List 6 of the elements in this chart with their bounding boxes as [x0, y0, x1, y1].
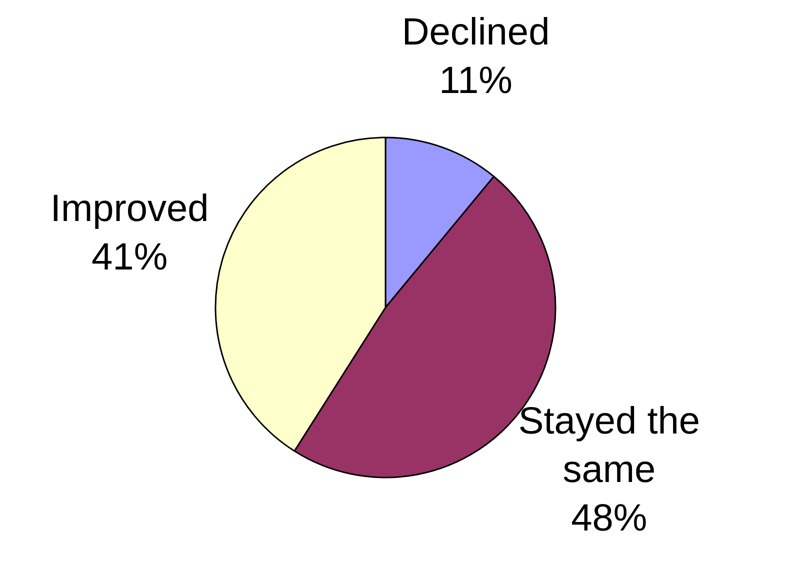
slice-label: Improved — [50, 188, 209, 230]
data-label: 48% — [571, 497, 648, 540]
slice-label: Declined — [402, 12, 550, 54]
slice-label: Stayed the same — [518, 400, 700, 492]
data-label: 41% — [92, 236, 168, 278]
data-label: 11% — [439, 60, 512, 102]
